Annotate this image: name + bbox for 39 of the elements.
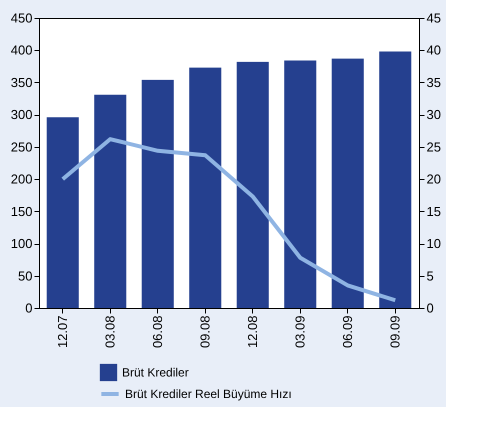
y-tick-label: 400 — [10, 42, 32, 58]
y2-tick-label: 10 — [426, 236, 441, 252]
x-tick-label: 09.08 — [197, 316, 212, 348]
x-tick-label: 03.09 — [292, 316, 308, 348]
x-tick-label: 12.07 — [54, 316, 70, 348]
x-tick-label: 03.08 — [102, 316, 118, 348]
y-tick-label: 300 — [10, 107, 32, 122]
y2-tick-label: 5 — [426, 268, 434, 284]
y2-tick-label: 35 — [426, 74, 441, 90]
y-tick-label: 350 — [10, 74, 32, 90]
y-tick-label: 50 — [18, 268, 32, 284]
y-tick-label: 250 — [10, 139, 32, 154]
y2-tick-label: 45 — [426, 10, 441, 26]
x-tick-label: 12.08 — [244, 316, 260, 348]
y2-tick-label: 25 — [426, 139, 441, 154]
y-tick-label: 100 — [10, 236, 32, 252]
bar — [379, 52, 412, 308]
y2-tick-label: 30 — [426, 107, 441, 122]
bar — [46, 117, 79, 308]
bar — [142, 80, 174, 308]
y2-tick-label: 20 — [426, 172, 441, 187]
x-tick-label: 06.09 — [340, 316, 355, 348]
legend-label: Brüt Krediler Reel Büyüme Hızı — [125, 387, 292, 401]
y-tick-label: 200 — [10, 172, 32, 187]
y-tick-label: 150 — [10, 204, 32, 219]
bar — [94, 94, 126, 308]
y-tick-label: 0 — [25, 300, 32, 316]
bar — [332, 58, 364, 308]
legend-label: Brüt Krediler — [122, 366, 189, 380]
bar — [236, 62, 269, 308]
y2-tick-label: 40 — [426, 42, 441, 58]
line-series — [60, 137, 398, 302]
bar — [284, 60, 316, 308]
x-tick-label: 09.09 — [387, 316, 402, 348]
bar — [189, 68, 222, 308]
x-tick-label: 06.08 — [150, 316, 165, 348]
y2-tick-label: 15 — [426, 204, 441, 219]
y2-tick-label: 0 — [426, 300, 434, 316]
y-tick-label: 450 — [10, 10, 32, 26]
